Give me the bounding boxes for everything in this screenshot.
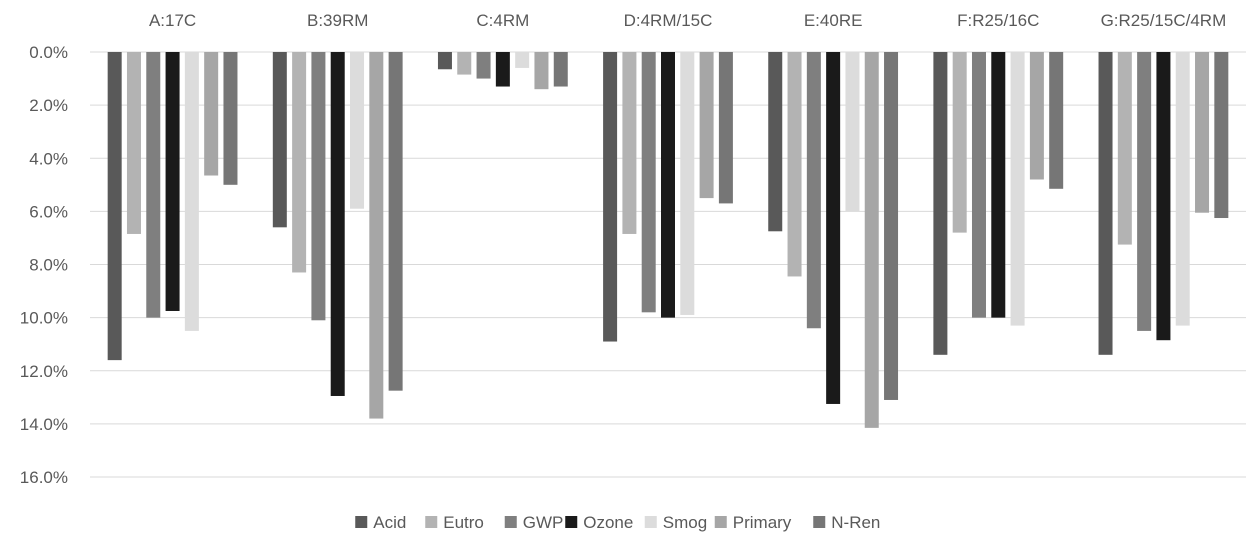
bar	[826, 52, 841, 404]
bar	[884, 52, 899, 400]
bar	[864, 52, 879, 428]
bar	[476, 52, 491, 79]
category-label: F:R25/16C	[957, 11, 1039, 30]
category-labels: A:17C B:39RM C:4RM D:4RM/15C E:40RE F:R25/16C…	[149, 11, 1226, 30]
legend-swatch	[644, 516, 657, 528]
y-tick-label: 12.0%	[20, 362, 68, 381]
legend-label: GWP	[523, 513, 564, 532]
bar	[1010, 52, 1025, 326]
bar	[622, 52, 637, 234]
y-tick-label: 10.0%	[20, 309, 68, 328]
bar	[991, 52, 1006, 318]
category-label: C:4RM	[476, 11, 529, 30]
bar	[845, 52, 860, 212]
legend-swatch	[813, 516, 826, 528]
bar	[223, 52, 238, 185]
bar	[107, 52, 122, 361]
bar	[1175, 52, 1190, 326]
bar	[146, 52, 161, 318]
y-tick-label: 8.0%	[29, 256, 68, 275]
bar	[787, 52, 802, 277]
legend-label: Smog	[663, 513, 707, 532]
bar	[126, 52, 141, 234]
bar	[1156, 52, 1171, 341]
category-label: A:17C	[149, 11, 196, 30]
bar	[272, 52, 287, 228]
bars	[107, 52, 1229, 428]
legend-swatch	[355, 516, 368, 528]
legend-label: Primary	[733, 513, 792, 532]
bar	[1029, 52, 1044, 180]
legend-label: Eutro	[443, 513, 484, 532]
bar	[1214, 52, 1229, 219]
y-tick-label: 2.0%	[29, 96, 68, 115]
y-tick-label: 16.0%	[20, 468, 68, 487]
bar	[603, 52, 618, 342]
legend-label: N-Ren	[831, 513, 880, 532]
bar	[699, 52, 714, 199]
bar	[204, 52, 219, 176]
bar	[388, 52, 403, 391]
bar	[553, 52, 568, 87]
legend-label: Ozone	[583, 513, 633, 532]
bar	[661, 52, 675, 318]
legend-swatch	[504, 516, 517, 528]
bar	[1195, 52, 1210, 213]
category-label: E:40RE	[804, 11, 863, 30]
legend-swatch	[714, 516, 727, 528]
bar	[718, 52, 733, 204]
legend-swatch	[425, 516, 438, 528]
category-label: D:4RM/15C	[624, 11, 713, 30]
category-label: G:R25/15C/4RM	[1101, 11, 1227, 30]
bar	[457, 52, 472, 75]
y-tick-label: 0.0%	[29, 43, 68, 62]
category-label: B:39RM	[307, 11, 368, 30]
bar	[515, 52, 530, 68]
bar	[680, 52, 695, 315]
bar	[806, 52, 821, 329]
bar	[1117, 52, 1132, 245]
bar	[1049, 52, 1064, 189]
bar	[641, 52, 656, 313]
bar	[1137, 52, 1152, 331]
bar	[768, 52, 783, 232]
y-tick-label: 14.0%	[20, 415, 68, 434]
bar	[184, 52, 199, 331]
legend-swatch	[565, 516, 578, 528]
bar	[1098, 52, 1113, 355]
y-tick-label: 6.0%	[29, 202, 68, 221]
legend: Acid Eutro GWP Ozone Smog Primary N-Ren	[355, 513, 880, 532]
bar	[933, 52, 948, 355]
bar	[495, 52, 510, 87]
y-tick-label: 4.0%	[29, 149, 68, 168]
bar	[311, 52, 326, 321]
legend-label: Acid	[373, 513, 406, 532]
bar	[330, 52, 345, 396]
bar	[165, 52, 180, 311]
bar	[952, 52, 967, 233]
bar	[437, 52, 452, 70]
bar	[534, 52, 549, 90]
bar	[350, 52, 365, 209]
bar	[369, 52, 384, 419]
bar	[292, 52, 307, 273]
y-axis-tick-labels: 0.0% 2.0% 4.0% 6.0% 8.0% 10.0% 12.0% 14.0% 16.0%	[20, 43, 68, 487]
bar	[971, 52, 986, 318]
